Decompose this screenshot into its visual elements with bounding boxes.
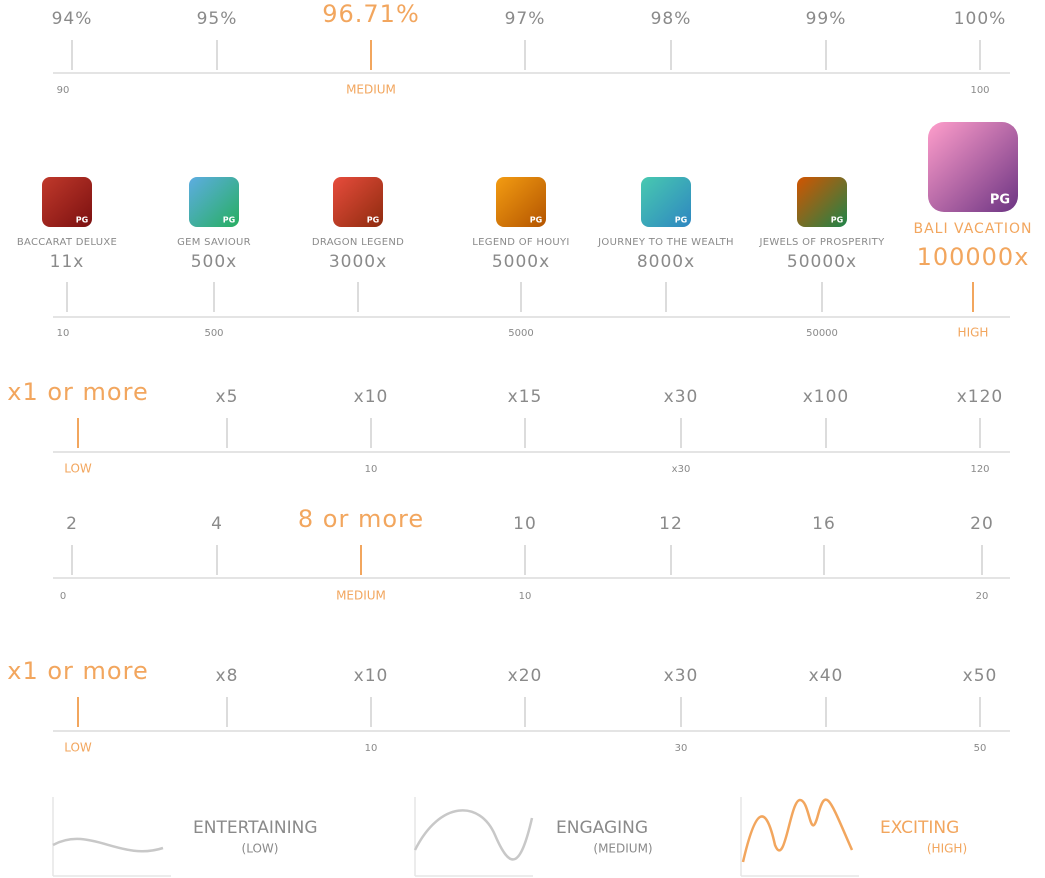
volatility-title: ENTERTAINING [193,818,318,838]
game-icon [928,122,1018,212]
scale-label: 99% [806,9,847,29]
volatility-level: (LOW) [242,842,279,856]
game-badge: PG [76,216,88,225]
scale-label: x1 or more [7,378,148,406]
scale-bottom-label: 10 [365,743,378,754]
scale-label: x50 [963,666,998,686]
scale-label: 4 [211,514,223,534]
scale-bottom-label: 10 [57,328,70,339]
game-name: DRAGON LEGEND [312,237,404,248]
scale-label: x10 [354,387,389,407]
scale-bottom-label: 120 [970,464,989,475]
scale-label: 11x [50,252,85,272]
scale-bottom-label: x30 [672,464,691,475]
scale-bottom-label: MEDIUM [346,83,396,97]
scale-label: 95% [197,9,238,29]
scale-bottom-label: 10 [365,464,378,475]
volatility-level: (HIGH) [927,842,967,856]
scale-label: 10 [513,514,537,534]
game-badge: PG [530,216,542,225]
scale-label: 12 [659,514,683,534]
curve [52,837,164,853]
game-name: JEWELS OF PROSPERITY [758,237,885,248]
scale-label: x8 [216,666,239,686]
scale-bottom-label: MEDIUM [336,589,386,603]
scale-label: x5 [216,387,239,407]
game-icon [496,177,546,227]
scale-label: 96.71% [322,0,420,28]
volatility-title: EXCITING [880,818,959,838]
scale-bottom-label: 5000 [508,328,533,339]
scale-label: 97% [505,9,546,29]
scale-label: 94% [52,9,93,29]
game-badge: PG [223,216,235,225]
scale-label: 8000x [637,252,695,272]
game-badge: PG [675,216,687,225]
scale-bottom-label: 90 [57,85,70,96]
scale-bottom-label: 100 [970,85,989,96]
scale-bottom-label: 500 [204,328,223,339]
game-name: JOURNEY TO THE WEALTH [597,237,734,248]
scale-bottom-label: LOW [64,462,92,476]
scale-label: x1 or more [7,657,148,685]
scale-bottom-label: 20 [976,591,989,602]
game-icon [189,177,239,227]
scale-bottom-label: 0 [60,591,66,602]
scale-label: x15 [508,387,543,407]
game-name: GEM SAVIOUR [177,237,251,248]
scale-label: 8 or more [298,505,424,533]
scale-bottom-label: 50 [974,743,987,754]
scale-bottom-label: 10 [519,591,532,602]
scale-label: x100 [803,387,850,407]
scale-label: 500x [191,252,238,272]
scale-label: 3000x [329,252,387,272]
game-name: LEGEND OF HOUYI [472,237,569,248]
scale-label: 50000x [787,252,857,272]
scale-label: 20 [970,514,994,534]
game-icon [797,177,847,227]
scale-label: x30 [664,666,699,686]
scale-label: 98% [651,9,692,29]
scale-label: 100000x [917,243,1030,271]
scale-label: x30 [664,387,699,407]
volatility-level: (MEDIUM) [593,842,652,856]
scale-bottom-label: 50000 [806,328,838,339]
volatility-title: ENGAGING [556,818,648,838]
game-name: BACCARAT DELUXE [17,237,117,248]
scale-bottom-label: HIGH [958,326,989,340]
scale-label: 100% [954,9,1007,29]
game-icon [42,177,92,227]
scale-label: 16 [812,514,836,534]
game-icon [333,177,383,227]
game-badge: PG [367,216,379,225]
scale-label: 2 [66,514,78,534]
scale-label: x120 [957,387,1004,407]
game-badge: PG [831,216,843,225]
game-badge: PG [990,193,1010,208]
scale-label: x20 [508,666,543,686]
game-icon [641,177,691,227]
curve [741,798,854,863]
scale-label: 5000x [492,252,550,272]
curve [413,809,534,861]
scale-label: x40 [809,666,844,686]
scale-bottom-label: LOW [64,741,92,755]
game-name: BALI VACATION [913,221,1032,237]
scale-bottom-label: 30 [675,743,688,754]
scale-label: x10 [354,666,389,686]
